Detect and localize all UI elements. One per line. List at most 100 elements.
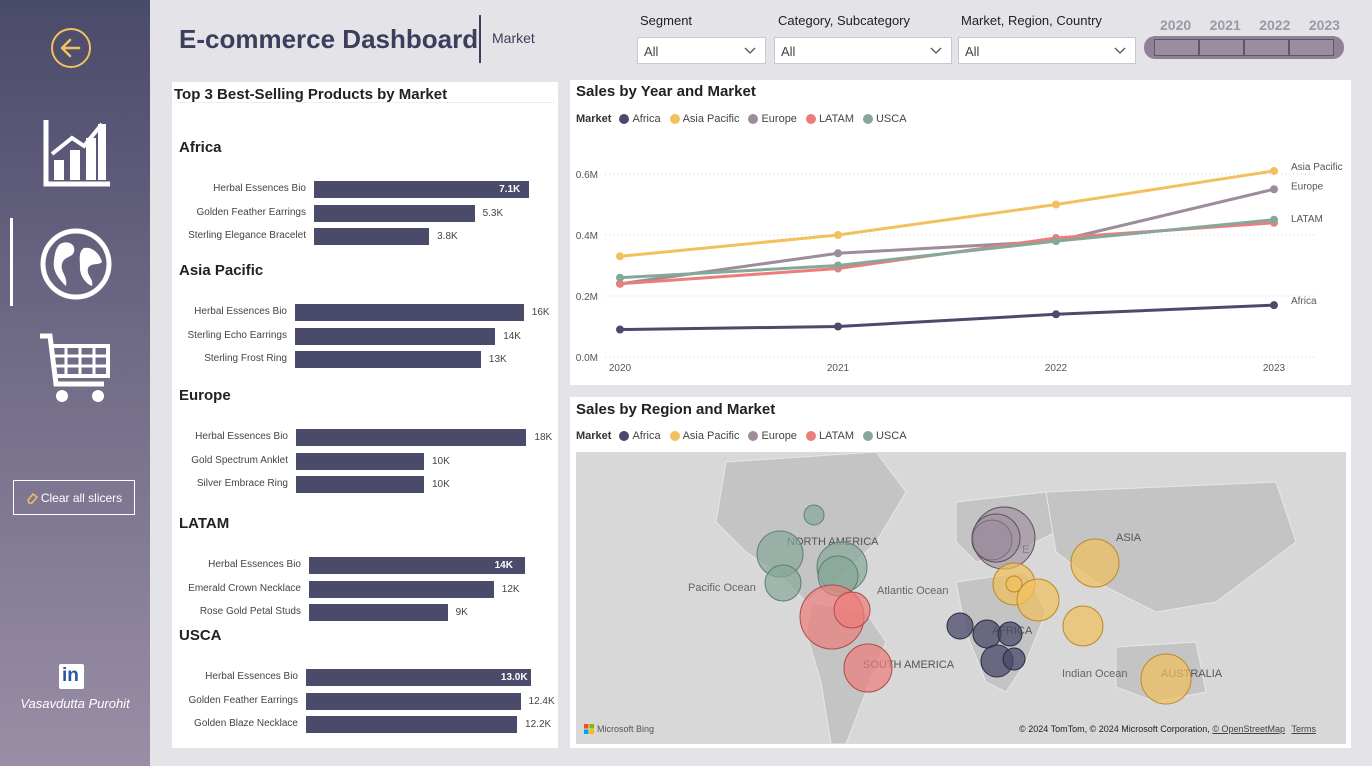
product-bar[interactable]	[306, 716, 518, 733]
line-legend-item[interactable]: Africa	[619, 113, 661, 125]
series-point[interactable]	[1270, 185, 1278, 194]
map-legend-item[interactable]: Europe	[748, 430, 797, 442]
year-label[interactable]: 2021	[1209, 17, 1241, 33]
map-bubble-africa[interactable]	[1002, 647, 1026, 671]
product-bar[interactable]	[295, 351, 481, 368]
market-heading: Europe	[179, 387, 231, 404]
world-map[interactable]: NORTH AMERICA Pacific Ocean Atlantic Oce…	[576, 452, 1346, 744]
map-bubble-asia-pacific[interactable]	[1016, 578, 1060, 622]
author-name: Vasavdutta Purohit	[20, 696, 130, 711]
series-end-label: Europe	[1291, 181, 1324, 192]
year-label[interactable]: 2023	[1308, 17, 1340, 33]
series-point[interactable]	[616, 273, 624, 282]
sidebar: Clear all slicers in Vasavdutta Purohit	[0, 0, 150, 766]
series-point[interactable]	[834, 322, 842, 331]
active-nav-indicator	[10, 218, 13, 306]
market-heading: Asia Pacific	[179, 262, 264, 279]
map-legend-item[interactable]: Africa	[619, 430, 661, 442]
nav-overview-button[interactable]	[38, 116, 114, 192]
terms-link[interactable]: Terms	[1291, 724, 1317, 734]
linkedin-icon[interactable]: in	[59, 664, 84, 689]
line-chart-legend: Market Africa Asia Pacific Europe LATAM USCA	[576, 113, 911, 125]
year-slicer[interactable]	[1144, 36, 1344, 59]
map-bubble-africa[interactable]	[946, 612, 974, 640]
product-bar[interactable]	[296, 429, 527, 446]
map-legend-item[interactable]: USCA	[862, 430, 907, 442]
category-dropdown[interactable]: All	[774, 37, 952, 64]
year-segment[interactable]	[1199, 39, 1244, 56]
series-point[interactable]	[616, 325, 624, 334]
series-line[interactable]	[619, 169, 1275, 258]
line-legend-item[interactable]: Asia Pacific	[669, 113, 739, 125]
series-line[interactable]	[619, 218, 1275, 280]
sales-by-year-panel: Sales by Year and Market Market Africa As…	[570, 80, 1351, 385]
product-value: 5.3K	[482, 207, 504, 219]
product-bar[interactable]	[314, 228, 430, 245]
segment-value: All	[644, 44, 659, 59]
series-point[interactable]	[1052, 200, 1060, 209]
map-bubble-latam[interactable]	[833, 591, 871, 629]
map-bubble-asia-pacific[interactable]	[1005, 575, 1023, 593]
map-legend-item[interactable]: Asia Pacific	[669, 430, 740, 442]
product-bar[interactable]	[309, 580, 494, 598]
series-line[interactable]	[619, 187, 1275, 286]
chevron-down-icon	[1114, 47, 1126, 54]
clear-slicers-button[interactable]: Clear all slicers	[13, 480, 135, 515]
product-bar[interactable]	[295, 327, 496, 345]
nav-products-button[interactable]	[38, 332, 114, 408]
series-point[interactable]	[1270, 301, 1278, 310]
series-point[interactable]	[834, 261, 842, 270]
product-bar[interactable]	[314, 181, 530, 198]
product-bar[interactable]	[306, 669, 531, 686]
y-tick-label: 0.2M	[576, 292, 598, 303]
back-button[interactable]	[51, 28, 91, 68]
series-line[interactable]	[619, 303, 1275, 332]
map-bubble-africa[interactable]	[972, 619, 1002, 649]
series-point[interactable]	[1052, 237, 1060, 246]
y-tick-label: 0.6M	[576, 170, 598, 181]
series-point[interactable]	[1270, 166, 1278, 175]
year-label[interactable]: 2020	[1160, 17, 1192, 33]
series-point[interactable]	[1270, 215, 1278, 224]
year-label[interactable]: 2022	[1259, 17, 1291, 33]
nav-market-button[interactable]	[38, 226, 114, 302]
series-point[interactable]	[1052, 310, 1060, 319]
series-point[interactable]	[616, 252, 624, 261]
map-bubble-usca[interactable]	[764, 564, 802, 602]
line-legend-item[interactable]: USCA	[862, 113, 907, 125]
year-segment[interactable]	[1154, 39, 1199, 56]
product-value: 12.4K	[528, 695, 555, 707]
map-bubble-asia-pacific[interactable]	[1140, 653, 1192, 705]
map-bubble-usca[interactable]	[803, 504, 825, 526]
product-bar[interactable]	[296, 476, 424, 493]
product-bar[interactable]	[296, 452, 424, 470]
map-bubble-europe[interactable]	[971, 513, 1021, 563]
product-bar[interactable]	[309, 557, 525, 574]
legend-label: LATAM	[818, 430, 854, 442]
line-legend-item[interactable]: Europe	[748, 113, 797, 125]
map-bubble-asia-pacific[interactable]	[1062, 605, 1104, 647]
segment-dropdown[interactable]: All	[637, 37, 766, 64]
top-products-panel: Top 3 Best-Selling Products by Market Af…	[172, 82, 558, 748]
legend-title: Market	[576, 113, 612, 125]
year-segment[interactable]	[1244, 39, 1289, 56]
product-bar[interactable]	[309, 604, 448, 621]
map-legend-item[interactable]: LATAM	[805, 430, 854, 442]
legend-dot-icon	[619, 114, 630, 124]
series-point[interactable]	[834, 231, 842, 239]
segment-label: Segment	[640, 13, 693, 28]
map-bubble-latam[interactable]	[843, 643, 893, 693]
line-legend-item[interactable]: LATAM	[805, 113, 854, 125]
series-point[interactable]	[616, 279, 624, 288]
product-bar[interactable]	[295, 304, 524, 321]
map-bubble-africa[interactable]	[997, 621, 1023, 647]
legend-label: Asia Pacific	[682, 430, 740, 442]
product-bar[interactable]	[314, 204, 475, 222]
legend-label: Europe	[761, 430, 797, 442]
market-dropdown[interactable]: All	[958, 37, 1136, 64]
map-bubble-asia-pacific[interactable]	[1070, 538, 1120, 588]
year-segment[interactable]	[1289, 39, 1334, 56]
series-point[interactable]	[834, 249, 842, 258]
osm-link[interactable]: © OpenStreetMap	[1212, 724, 1285, 734]
product-bar[interactable]	[306, 692, 521, 710]
